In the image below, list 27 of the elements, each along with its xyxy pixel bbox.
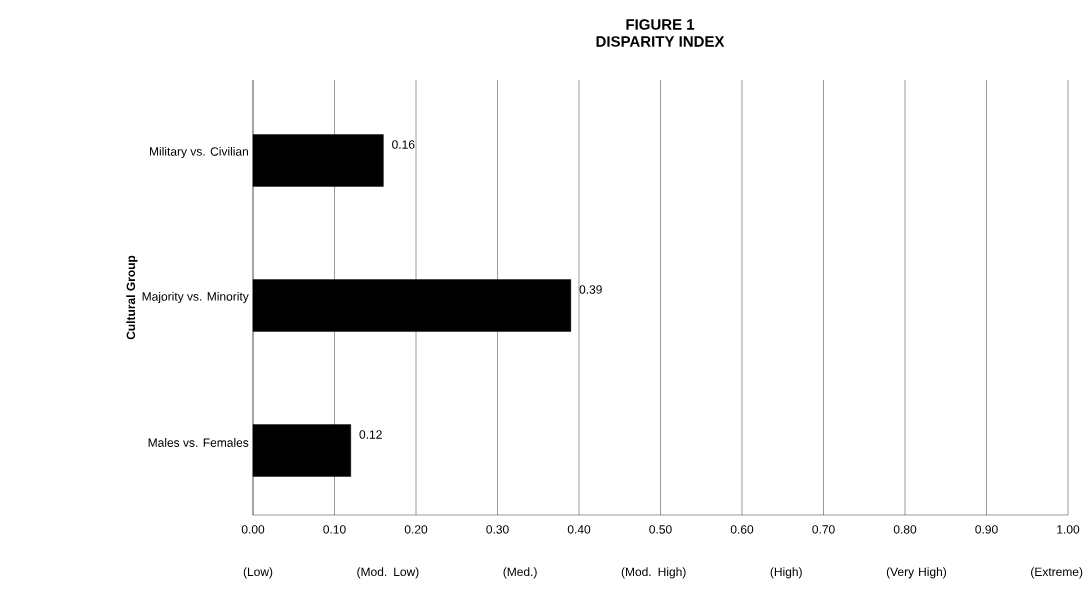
text: (Mod. High) (621, 567, 686, 579)
x-tick-label: 0.20 (404, 525, 428, 534)
x-tick-label: 0.60 (730, 525, 754, 534)
text: (High) (770, 567, 802, 579)
y-tick-label: Males vs. Females (148, 438, 249, 447)
text: (Very High) (886, 567, 947, 579)
data-label: 0.16 (392, 140, 415, 149)
chart-subtitle: DISPARITY INDEX (596, 36, 725, 47)
x-tick-label: 0.80 (893, 525, 917, 534)
x-tick-label: 0.00 (241, 525, 265, 534)
x-tick-label: 0.10 (323, 525, 346, 534)
x-tick-label: 0.50 (649, 525, 672, 534)
x-tick-label: 0.70 (812, 525, 835, 534)
x-tick-label: 0.90 (975, 525, 998, 534)
text: (Mod. Low) (357, 567, 419, 579)
x-tick-label: 1.00 (1057, 525, 1080, 534)
chart-title: FIGURE 1 (626, 19, 695, 30)
y-tick-label: Majority vs. Minority (142, 291, 249, 304)
text: (Med.) (503, 567, 537, 579)
x-tick-label: 0.30 (486, 525, 509, 534)
data-label: 0.39 (579, 285, 602, 294)
data-label: 0.12 (359, 430, 382, 439)
x-tick-label: 0.40 (567, 525, 591, 534)
y-axis-title: Cultural Group (126, 255, 138, 340)
text: (Extreme) (1031, 567, 1083, 579)
text: (Low) (243, 567, 273, 579)
y-tick-label: Military vs. Civilian (150, 146, 249, 159)
